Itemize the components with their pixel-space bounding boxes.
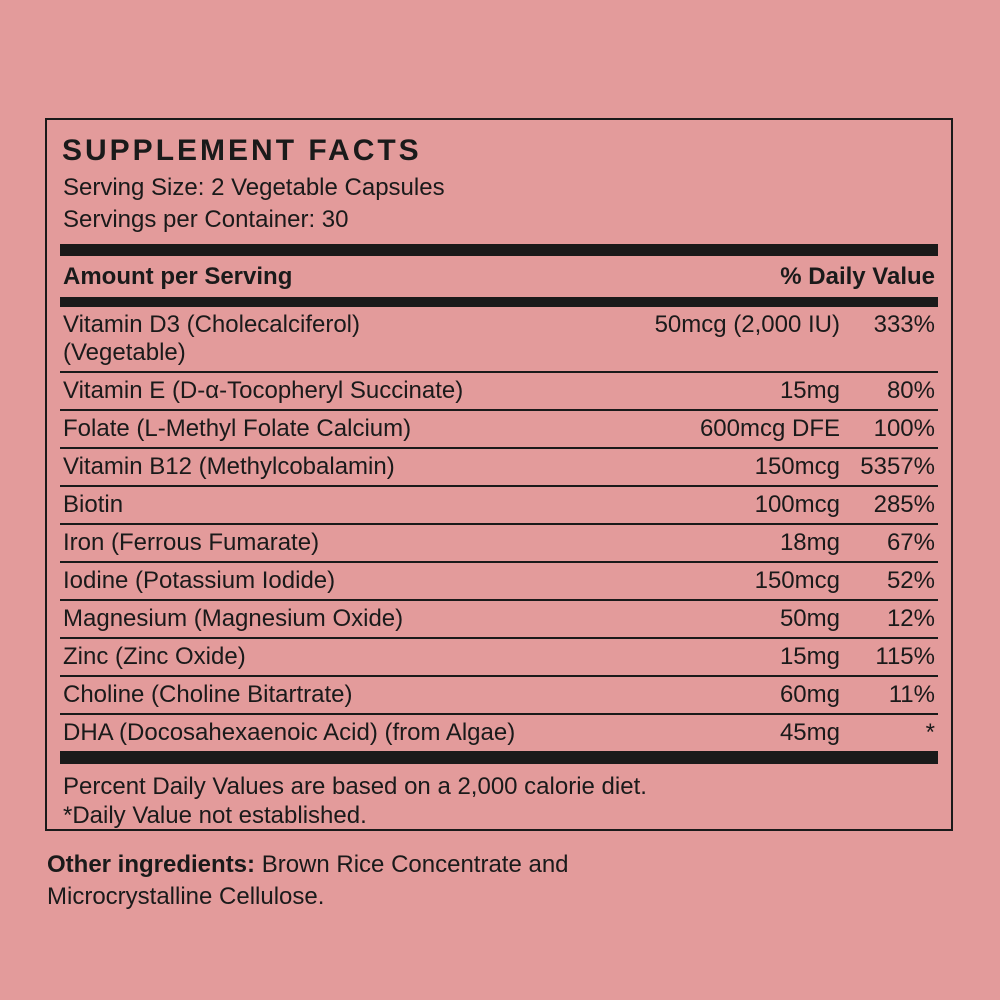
table-row-iodine: Iodine (Potassium Iodide) 150mcg 52% (60, 563, 938, 601)
nutrient-amount: 15mg (779, 643, 840, 670)
nutrient-name: Iron (Ferrous Fumarate) (63, 529, 780, 557)
nutrient-name-line1: Iodine (Potassium Iodide) (63, 567, 336, 594)
nutrients-table: Vitamin D3 (Cholecalciferol) (Vegetable)… (60, 307, 938, 751)
divider-bar-bottom (60, 751, 938, 764)
nutrient-name: Vitamin D3 (Cholecalciferol) (Vegetable) (63, 311, 655, 367)
table-row-magnesium: Magnesium (Magnesium Oxide) 50mg 12% (60, 601, 938, 639)
nutrient-daily-value: 100% (873, 415, 935, 442)
nutrient-name: Vitamin E (D-α-Tocopheryl Succinate) (63, 377, 780, 405)
nutrient-name-line1: DHA (Docosahexaenoic Acid) (from Algae) (63, 719, 516, 746)
nutrient-name-line1: Folate (L-Methyl Folate Calcium) (63, 415, 412, 442)
table-row-biotin: Biotin 100mcg 285% (60, 487, 938, 525)
nutrient-amount: 45mg (779, 719, 840, 746)
column-header-row: Amount per Serving % Daily Value (60, 256, 938, 297)
nutrient-daily-value: 5357% (860, 453, 935, 480)
footnote-daily-values: Percent Daily Values are based on a 2,00… (63, 773, 647, 800)
panel-title: SUPPLEMENT FACTS (62, 134, 422, 167)
nutrient-amount: 18mg (779, 529, 840, 556)
other-ingredients-text: Brown Rice Concentrate and Microcrystall… (47, 851, 569, 910)
nutrient-amount: 150mcg (754, 453, 840, 480)
divider-bar-header (60, 297, 938, 307)
nutrient-name: Biotin (63, 491, 755, 519)
nutrient-name: Folate (L-Methyl Folate Calcium) (63, 415, 700, 443)
amount-per-serving-header: Amount per Serving (63, 263, 293, 290)
daily-value-header: % Daily Value (780, 263, 935, 290)
nutrient-amount: 600mcg DFE (699, 415, 840, 442)
nutrient-name-line1: Vitamin B12 (Methylcobalamin) (63, 453, 395, 480)
nutrient-daily-value: 285% (873, 491, 935, 518)
nutrient-daily-value: 333% (873, 311, 935, 338)
table-row-dha: DHA (Docosahexaenoic Acid) (from Algae) … (60, 715, 938, 751)
supplement-facts-panel: SUPPLEMENT FACTS Serving Size: 2 Vegetab… (45, 118, 953, 831)
other-ingredients-label: Other ingredients: (47, 851, 256, 878)
nutrient-name: Magnesium (Magnesium Oxide) (63, 605, 780, 633)
footnote-not-established: *Daily Value not established. (63, 802, 367, 829)
nutrient-daily-value: * (925, 719, 935, 746)
nutrient-amount: 50mcg (2,000 IU) (654, 311, 840, 338)
nutrient-name-line1: Vitamin D3 (Cholecalciferol) (63, 311, 360, 338)
other-ingredients: Other ingredients: Brown Rice Concentrat… (47, 849, 697, 913)
table-row-vitamin-e: Vitamin E (D-α-Tocopheryl Succinate) 15m… (60, 373, 938, 411)
nutrient-name-line1: Magnesium (Magnesium Oxide) (63, 605, 404, 632)
table-row-folate: Folate (L-Methyl Folate Calcium) 600mcg … (60, 411, 938, 449)
nutrient-daily-value: 80% (886, 377, 935, 404)
table-row-zinc: Zinc (Zinc Oxide) 15mg 115% (60, 639, 938, 677)
nutrient-name: DHA (Docosahexaenoic Acid) (from Algae) (63, 719, 780, 747)
nutrient-name: Vitamin B12 (Methylcobalamin) (63, 453, 755, 481)
nutrient-daily-value: 67% (886, 529, 935, 556)
nutrient-amount: 150mcg (754, 567, 840, 594)
nutrient-name-line1: Vitamin E (D-α-Tocopheryl Succinate) (63, 377, 464, 404)
nutrient-amount: 15mg (779, 377, 840, 404)
table-row-choline: Choline (Choline Bitartrate) 60mg 11% (60, 677, 938, 715)
nutrient-amount: 100mcg (754, 491, 840, 518)
divider-bar-top (60, 244, 938, 256)
nutrient-daily-value: 52% (886, 567, 935, 594)
serving-size: Serving Size: 2 Vegetable Capsules (63, 174, 445, 201)
nutrient-name-line1: Choline (Choline Bitartrate) (63, 681, 353, 708)
nutrient-name: Iodine (Potassium Iodide) (63, 567, 755, 595)
nutrient-name-line1: Iron (Ferrous Fumarate) (63, 529, 320, 556)
nutrient-name: Choline (Choline Bitartrate) (63, 681, 780, 709)
nutrient-amount: 60mg (779, 681, 840, 708)
nutrient-daily-value: 11% (888, 681, 935, 708)
footnotes: Percent Daily Values are based on a 2,00… (60, 764, 938, 830)
nutrient-amount: 50mg (779, 605, 840, 632)
nutrient-daily-value: 115% (875, 643, 935, 670)
table-row-vitamin-b12: Vitamin B12 (Methylcobalamin) 150mcg 535… (60, 449, 938, 487)
nutrient-name-line2: (Vegetable) (63, 339, 186, 366)
nutrient-daily-value: 12% (886, 605, 935, 632)
nutrient-name-line1: Zinc (Zinc Oxide) (63, 643, 246, 670)
nutrient-name-line1: Biotin (63, 491, 124, 518)
table-row-vitamin-d3: Vitamin D3 (Cholecalciferol) (Vegetable)… (60, 307, 938, 373)
nutrient-name: Zinc (Zinc Oxide) (63, 643, 780, 671)
table-row-iron: Iron (Ferrous Fumarate) 18mg 67% (60, 525, 938, 563)
servings-per-container: Servings per Container: 30 (63, 206, 349, 233)
